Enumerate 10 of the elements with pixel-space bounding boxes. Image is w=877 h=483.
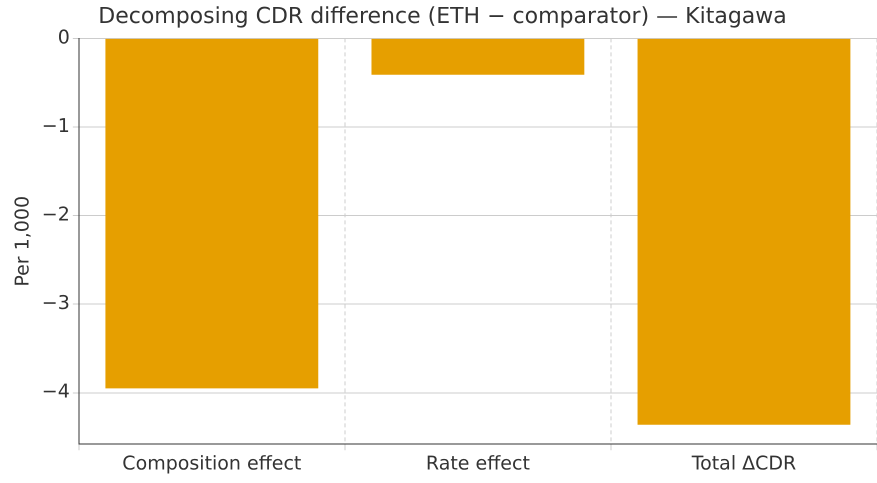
y-axis-title: Per 1,000 [11, 196, 34, 287]
x-tick-label: Rate effect [426, 452, 530, 475]
y-tick-label: −3 [42, 292, 70, 314]
y-tick-label: 0 [58, 26, 70, 48]
y-tick-label: −1 [42, 114, 70, 137]
x-tick-label: Total ΔCDR [690, 452, 796, 475]
chart-title: Decomposing CDR difference (ETH − comparator) — Kitagawa [98, 4, 787, 29]
y-tick-label: −2 [42, 204, 70, 226]
x-tick-label: Composition effect [122, 452, 302, 475]
y-tick-label: −4 [42, 380, 70, 403]
